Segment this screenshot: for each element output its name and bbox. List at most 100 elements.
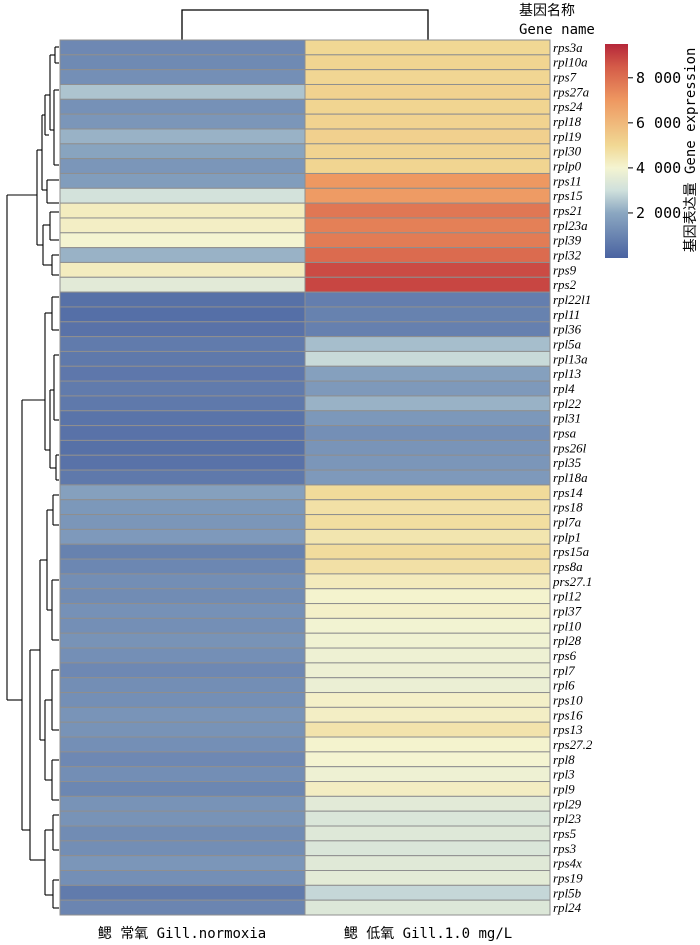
heatmap-cell-rpl23-hypoxia: [304, 810, 551, 827]
gene-label-prs27.1: prs27.1: [552, 574, 592, 589]
gene-label-rps21: rps21: [553, 203, 583, 218]
heatmap-cell-rps26l-normoxia: [59, 439, 306, 456]
heatmap-cell-rps3a-hypoxia: [304, 39, 551, 56]
legend-tick-label-4000: 4 000: [636, 159, 681, 177]
legend-ticks: 2 000 4 000 6 000 8 000: [628, 69, 681, 222]
heatmap-cell-rps27.2-hypoxia: [304, 736, 551, 753]
heatmap-cell-rpl10a-hypoxia: [304, 54, 551, 71]
gene-label-rps2: rps2: [553, 277, 577, 292]
heatmap-cell-rps2-normoxia: [59, 276, 306, 293]
gene-label-rpl12: rpl12: [553, 589, 582, 604]
heatmap-cell-rps27a-normoxia: [59, 83, 306, 100]
heatmap-cell-rpl18-hypoxia: [304, 113, 551, 130]
column-dendrogram: [181, 9, 429, 40]
gene-label-rps6: rps6: [553, 648, 577, 663]
heatmap-cell-rps27.2-normoxia: [59, 736, 306, 753]
heatmap-cell-rpl36-normoxia: [59, 321, 306, 338]
heatmap-cell-rpl7a-hypoxia: [304, 514, 551, 530]
gene-label-rps11: rps11: [553, 173, 582, 188]
gene-label-rpl31: rpl31: [553, 411, 581, 426]
heatmap-cell-rps2-hypoxia: [304, 276, 551, 293]
column-label-normoxia: 鳃 常氧 Gill.normoxia: [98, 926, 266, 942]
gene-label-rpl10a: rpl10a: [553, 55, 588, 70]
heatmap-cell-rpl24-normoxia: [59, 899, 306, 916]
heatmap-cell-rpl39-hypoxia: [304, 232, 551, 249]
gene-label-rpl13a: rpl13a: [553, 351, 588, 366]
gene-label-rpl11: rpl11: [553, 307, 580, 322]
heatmap-cell-rpl30-normoxia: [59, 143, 306, 160]
heatmap-cell-rpl37-normoxia: [59, 603, 306, 619]
heatmap-cell-rpl22-hypoxia: [304, 395, 551, 412]
gene-label-rps18: rps18: [553, 500, 583, 515]
gene-label-rpl32: rpl32: [553, 248, 582, 263]
heatmap-cell-rpsa-hypoxia: [304, 425, 551, 441]
heatmap-cell-rps3a-normoxia: [59, 39, 306, 56]
gene-label-rps24: rps24: [553, 99, 583, 114]
heatmap-cell-rps10-normoxia: [59, 692, 306, 708]
heatmap-cell-rps5-hypoxia: [304, 825, 551, 842]
heatmap-cell-rps10-hypoxia: [304, 692, 551, 708]
heatmap-cell-rps9-normoxia: [59, 261, 306, 278]
header-en: Gene name: [519, 22, 595, 38]
heatmap-cell-rps15-hypoxia: [304, 187, 551, 204]
heatmap-cell-rps8a-hypoxia: [304, 558, 551, 575]
heatmap-cell-rps6-hypoxia: [304, 647, 551, 664]
heatmap-cell-rpl35-normoxia: [59, 454, 306, 471]
heatmap-cell-rpl23-normoxia: [59, 810, 306, 827]
heatmap-cell-rpl6-hypoxia: [304, 677, 551, 694]
row-dendrogram: [6, 46, 59, 909]
gene-labels: rps3arpl10arps7rps27arps24rpl18rpl19rpl3…: [552, 40, 593, 915]
heatmap-cell-rpl29-hypoxia: [304, 795, 551, 812]
heatmap-cell-rps4x-normoxia: [59, 855, 306, 872]
heatmap-cell-rpl3-hypoxia: [304, 766, 551, 783]
gene-label-rpl5b: rpl5b: [553, 885, 582, 900]
gene-label-rpl19: rpl19: [553, 129, 582, 144]
heatmap-cell-rpl13a-normoxia: [59, 350, 306, 367]
heatmap-cell-rps7-hypoxia: [304, 69, 551, 85]
gene-label-rps4x: rps4x: [553, 856, 582, 871]
heatmap-cell-rplp0-hypoxia: [304, 158, 551, 174]
heatmap-cell-rpl22l1-normoxia: [59, 291, 306, 308]
heatmap-cell-rps8a-normoxia: [59, 558, 306, 575]
heatmap-cell-rps19-hypoxia: [304, 870, 551, 886]
gene-label-rpl36: rpl36: [553, 322, 582, 337]
heatmap-cell-rps13-hypoxia: [304, 721, 551, 738]
heatmap-cell-rpl8-hypoxia: [304, 751, 551, 768]
heatmap-cell-rps16-hypoxia: [304, 706, 551, 723]
heatmap-cell-rps3-hypoxia: [304, 840, 551, 857]
heatmap-cell-rpl18-normoxia: [59, 113, 306, 130]
heatmap-cell-rpl11-normoxia: [59, 306, 306, 323]
heatmap-cell-rps27a-hypoxia: [304, 83, 551, 100]
heatmap-cell-rpl6-normoxia: [59, 677, 306, 694]
gene-label-rps8a: rps8a: [553, 559, 583, 574]
gene-label-rps15: rps15: [553, 188, 583, 203]
heatmap-cell-rps18-normoxia: [59, 499, 306, 516]
heatmap-cell-rpl18a-hypoxia: [304, 469, 551, 486]
heatmap-cell-rps3-normoxia: [59, 840, 306, 857]
heatmap-cell-rps9-hypoxia: [304, 261, 551, 278]
legend-title: 基因表达量 Gene expression: [682, 48, 699, 253]
gene-label-rpsa: rpsa: [553, 426, 577, 441]
gene-label-rplp0: rplp0: [553, 159, 582, 174]
heatmap-cell-rps14-normoxia: [59, 484, 306, 501]
heatmap-cell-rps14-hypoxia: [304, 484, 551, 501]
gene-label-rpl5a: rpl5a: [553, 337, 582, 352]
heatmap-cell-rpl12-hypoxia: [304, 588, 551, 605]
heatmap-cell-rps21-normoxia: [59, 202, 306, 219]
legend-tick-label-6000: 6 000: [636, 114, 681, 132]
heatmap-cell-rps5-normoxia: [59, 825, 306, 842]
heatmap-cell-rpl7a-normoxia: [59, 514, 306, 530]
heatmap-cell-rps18-hypoxia: [304, 499, 551, 516]
gene-label-rps10: rps10: [553, 692, 583, 707]
heatmap-cell-rpl10-normoxia: [59, 617, 306, 634]
heatmap-cell-prs27.1-hypoxia: [304, 573, 551, 590]
heatmap-cell-rpl23a-normoxia: [59, 217, 306, 234]
heatmap-cell-rpl39-normoxia: [59, 232, 306, 249]
heatmap-cell-rpl7-normoxia: [59, 662, 306, 679]
gene-label-rpl22: rpl22: [553, 396, 582, 411]
heatmap-cell-rpl37-hypoxia: [304, 603, 551, 619]
gene-label-rpl7: rpl7: [553, 663, 575, 678]
column-labels: 鳃 常氧 Gill.normoxia 鳃 低氧 Gill.1.0 mg/L: [98, 926, 512, 942]
legend-tick-label-8000: 8 000: [636, 69, 681, 87]
heatmap-cells: [59, 39, 551, 916]
